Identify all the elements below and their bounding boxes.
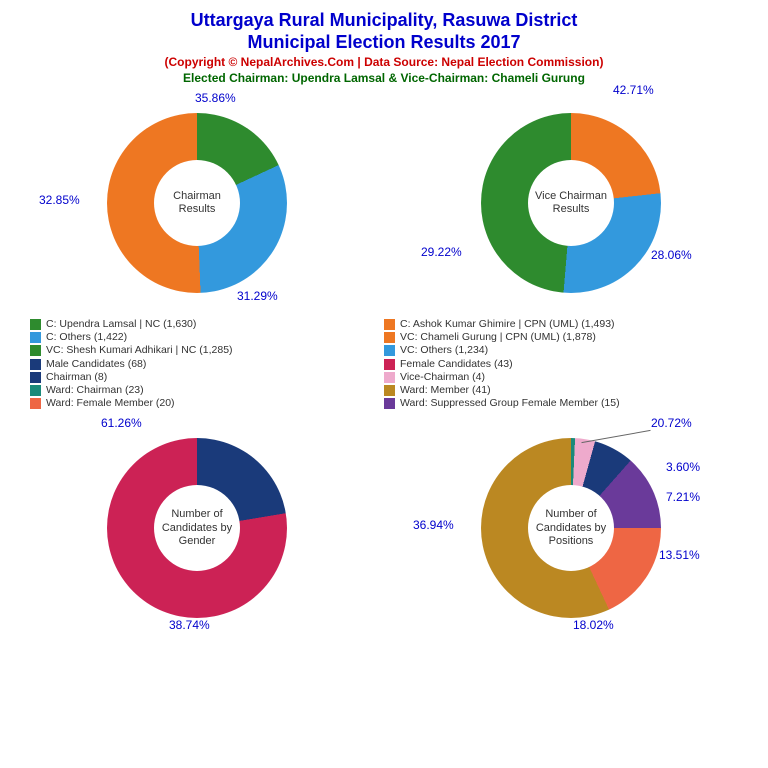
donut: Number of Candidates by Gender <box>107 438 287 618</box>
legend-text: Vice-Chairman (4) <box>400 371 485 383</box>
donut-center-label: Chairman Results <box>154 160 240 246</box>
legend-swatch <box>30 398 41 409</box>
legend-item: Chairman (8) <box>30 371 384 383</box>
title-line-1: Uttargaya Rural Municipality, Rasuwa Dis… <box>10 10 758 32</box>
percent-label: 28.06% <box>651 248 692 262</box>
legend-item: Ward: Female Member (20) <box>30 397 384 409</box>
legend-swatch <box>30 372 41 383</box>
percent-label: 35.86% <box>195 91 236 105</box>
donut-center-label: Number of Candidates by Positions <box>528 485 614 571</box>
percent-label: 3.60% <box>666 460 700 474</box>
legend-item: VC: Others (1,234) <box>384 344 738 356</box>
legend-text: Male Candidates (68) <box>46 358 146 370</box>
top-chart-row: Chairman Results 35.86% 31.29% 32.85% Vice … <box>10 93 758 313</box>
legend-text: C: Upendra Lamsal | NC (1,630) <box>46 318 196 330</box>
legend-swatch <box>384 332 395 343</box>
percent-label: 20.72% <box>651 416 692 430</box>
copyright-line: (Copyright © NepalArchives.Com | Data So… <box>10 55 758 69</box>
legend-item: VC: Shesh Kumari Adhikari | NC (1,285) <box>30 344 384 356</box>
legend-swatch <box>384 398 395 409</box>
legend-item: Female Candidates (43) <box>384 358 738 370</box>
legend-item: C: Ashok Kumar Ghimire | CPN (UML) (1,49… <box>384 318 738 330</box>
percent-label: 32.85% <box>39 193 80 207</box>
percent-label: 7.21% <box>666 490 700 504</box>
title-line-2: Municipal Election Results 2017 <box>10 32 758 54</box>
legend-item: Ward: Chairman (23) <box>30 384 384 396</box>
legend-item: C: Others (1,422) <box>30 331 384 343</box>
bottom-chart-row: Number of Candidates by Gender 61.26% 38.7… <box>10 418 758 638</box>
legend-text: VC: Others (1,234) <box>400 344 488 356</box>
legend-top: C: Upendra Lamsal | NC (1,630)C: Others … <box>10 313 758 418</box>
legend-text: Ward: Female Member (20) <box>46 397 175 409</box>
legend-swatch <box>30 385 41 396</box>
legend-swatch <box>384 359 395 370</box>
legend-text: Chairman (8) <box>46 371 107 383</box>
legend-swatch <box>384 385 395 396</box>
donut: Number of Candidates by Positions <box>481 438 661 618</box>
legend-item: Vice-Chairman (4) <box>384 371 738 383</box>
percent-label: 36.94% <box>413 518 454 532</box>
legend-swatch <box>30 319 41 330</box>
percent-label: 29.22% <box>421 245 462 259</box>
legend-text: VC: Shesh Kumari Adhikari | NC (1,285) <box>46 344 233 356</box>
donut-center-label: Number of Candidates by Gender <box>154 485 240 571</box>
legend-item: Male Candidates (68) <box>30 358 384 370</box>
percent-label: 38.74% <box>169 618 210 632</box>
legend-text: Female Candidates (43) <box>400 358 513 370</box>
chairman-chart: Chairman Results35.86%31.29%32.85% <box>67 93 327 313</box>
legend-text: Ward: Chairman (23) <box>46 384 144 396</box>
legend-item: Ward: Member (41) <box>384 384 738 396</box>
donut: Chairman Results <box>107 113 287 293</box>
legend-text: C: Ashok Kumar Ghimire | CPN (UML) (1,49… <box>400 318 615 330</box>
percent-label: 42.71% <box>613 83 654 97</box>
percent-label: 61.26% <box>101 416 142 430</box>
legend-item: C: Upendra Lamsal | NC (1,630) <box>30 318 384 330</box>
legend-swatch <box>384 319 395 330</box>
donut: Vice Chairman Results <box>481 113 661 293</box>
legend-text: Ward: Member (41) <box>400 384 491 396</box>
percent-label: 31.29% <box>237 289 278 303</box>
legend-text: VC: Chameli Gurung | CPN (UML) (1,878) <box>400 331 596 343</box>
positions-chart: Number of Candidates by Positions 20.72% 3… <box>441 418 701 638</box>
percent-label: 13.51% <box>659 548 700 562</box>
legend-swatch <box>30 332 41 343</box>
vice-chairman-chart: Vice Chairman Results42.71%28.06%29.22% <box>441 93 701 313</box>
legend-swatch <box>30 345 41 356</box>
legend-text: Ward: Suppressed Group Female Member (15… <box>400 397 620 409</box>
legend-swatch <box>384 345 395 356</box>
legend-swatch <box>384 372 395 383</box>
legend-item: VC: Chameli Gurung | CPN (UML) (1,878) <box>384 331 738 343</box>
title-block: Uttargaya Rural Municipality, Rasuwa Dis… <box>10 10 758 85</box>
legend-item: Ward: Suppressed Group Female Member (15… <box>384 397 738 409</box>
percent-label: 18.02% <box>573 618 614 632</box>
gender-chart: Number of Candidates by Gender 61.26% 38.7… <box>67 418 327 638</box>
legend-swatch <box>30 359 41 370</box>
legend-text: C: Others (1,422) <box>46 331 127 343</box>
donut-center-label: Vice Chairman Results <box>528 160 614 246</box>
